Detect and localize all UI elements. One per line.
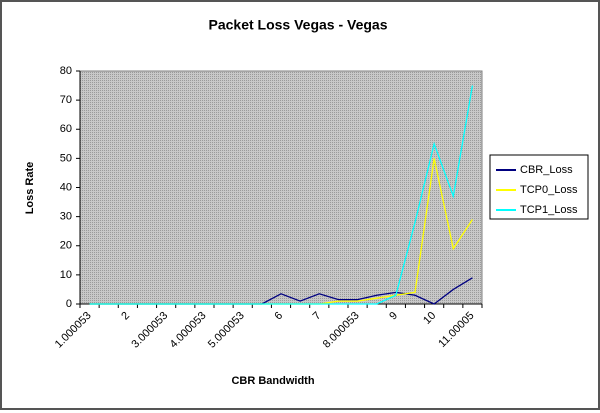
chart-title: Packet Loss Vegas - Vegas <box>209 17 388 33</box>
legend-box <box>489 154 589 220</box>
y-tick-label: 40 <box>60 181 72 193</box>
y-tick-label: 50 <box>60 152 72 164</box>
y-tick-label: 30 <box>60 211 72 223</box>
x-tick-label: 9 <box>387 310 400 323</box>
y-tick-label: 80 <box>60 65 72 77</box>
plot-area <box>79 70 483 305</box>
y-tick-label: 0 <box>66 298 72 310</box>
series-line <box>89 85 474 305</box>
x-tick-label: 8.000053 <box>321 310 362 351</box>
legend-label: TCP1_Loss <box>520 204 578 216</box>
x-tick-label: 11.00005 <box>436 310 476 350</box>
x-tick-label: 7 <box>311 310 324 323</box>
y-tick-label: 70 <box>60 94 72 106</box>
x-tick-label: 6 <box>272 310 285 323</box>
x-tick-label: 5.000053 <box>206 310 247 351</box>
y-tick-label: 10 <box>60 269 72 281</box>
x-tick-label: 4.000053 <box>168 310 209 351</box>
x-tick-label: 1.000053 <box>53 310 94 351</box>
legend-label: CBR_Loss <box>520 164 573 176</box>
x-tick-label: 2 <box>119 310 132 323</box>
x-tick-label: 10 <box>421 310 438 327</box>
y-tick-label: 20 <box>60 240 72 252</box>
y-tick-label: 60 <box>60 123 72 135</box>
x-axis-title: CBR Bandwidth <box>231 375 314 387</box>
y-axis-title: Loss Rate <box>24 162 36 215</box>
legend-label: TCP0_Loss <box>520 184 578 196</box>
chart: Packet Loss Vegas - Vegas CBR Bandwidth … <box>24 17 589 387</box>
x-tick-label: 3.000053 <box>129 310 170 351</box>
